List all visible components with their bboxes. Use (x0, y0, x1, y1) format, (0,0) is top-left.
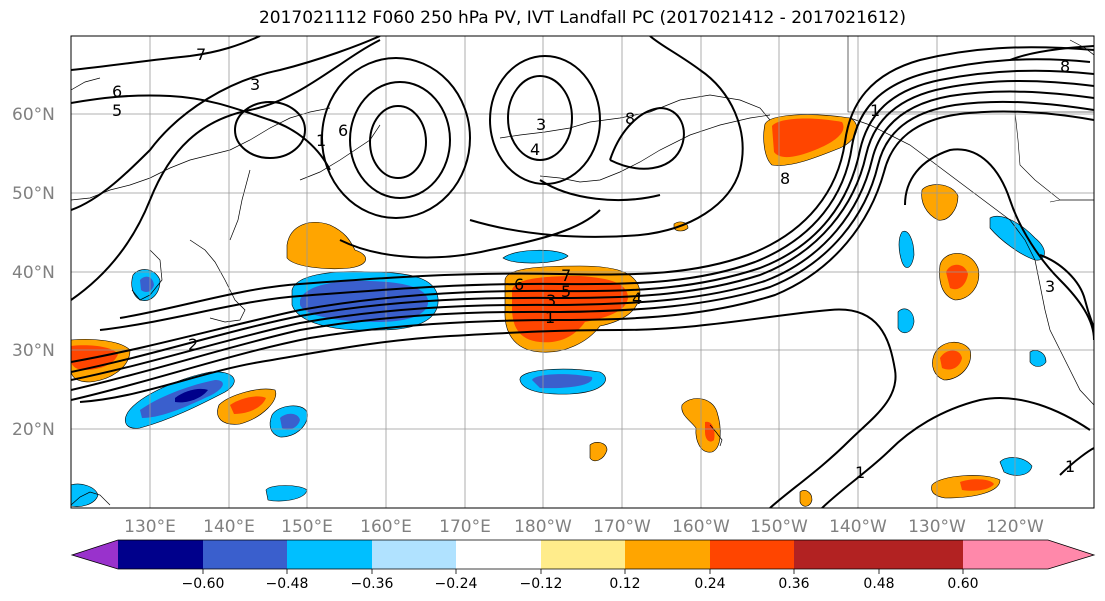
svg-text:8: 8 (1060, 57, 1070, 76)
lon-label: 150°E (281, 517, 333, 537)
svg-text:1: 1 (316, 131, 326, 150)
lon-label: 120°W (986, 517, 1044, 537)
lat-label: 40°N (12, 263, 55, 283)
colorbar-segment (710, 540, 794, 569)
svg-text:1: 1 (545, 308, 555, 327)
lon-label: 130°E (124, 517, 176, 537)
svg-text:6: 6 (514, 275, 524, 294)
svg-text:2: 2 (188, 335, 198, 354)
positive-anomaly-shading (71, 114, 1001, 507)
svg-text:1: 1 (855, 463, 865, 482)
coastlines (71, 39, 1094, 506)
lon-label: 170°W (593, 517, 651, 537)
colorbar-segment (456, 540, 541, 569)
svg-text:5: 5 (561, 282, 571, 301)
colorbar-extend-low (72, 540, 118, 569)
svg-text:8: 8 (780, 169, 790, 188)
lon-label: 140°E (203, 517, 255, 537)
svg-text:5: 5 (112, 101, 122, 120)
colorbar-segment (625, 540, 710, 569)
lon-label: 160°E (360, 517, 412, 537)
svg-text:7: 7 (196, 45, 206, 64)
pv-contours (71, 36, 1094, 508)
colorbar-tick-label: −0.48 (266, 576, 309, 592)
lon-label: 170°E (439, 517, 491, 537)
lon-label: 160°W (672, 517, 730, 537)
colorbar-segment (794, 540, 879, 569)
lat-label: 50°N (12, 184, 55, 204)
lon-label: 150°W (750, 517, 808, 537)
map-frame (70, 35, 1095, 509)
colorbar-segment (879, 540, 963, 569)
lon-label: 180°W (514, 517, 572, 537)
svg-text:6: 6 (112, 82, 122, 101)
colorbar-tick-label: −0.36 (351, 576, 394, 592)
svg-text:7: 7 (561, 266, 571, 285)
colorbar: −0.60 −0.48 −0.36 −0.24 −0.12 0.12 0.24 … (70, 539, 1096, 592)
svg-text:3: 3 (250, 75, 260, 94)
svg-text:8: 8 (625, 109, 635, 128)
colorbar-tick-label: 0.24 (694, 576, 725, 592)
svg-text:4: 4 (530, 140, 540, 159)
colorbar-tick-label: −0.24 (435, 576, 478, 592)
contour-labels: 7 6 5 3 2 1 3 4 8 7 6 5 4 3 1 8 1 1 1 3 … (112, 45, 1075, 482)
colorbar-tick-label: −0.12 (520, 576, 563, 592)
colorbar-tick-label: 0.36 (778, 576, 809, 592)
colorbar-tick-label: 0.12 (609, 576, 640, 592)
colorbar-tick-label: −0.60 (182, 576, 225, 592)
svg-text:3: 3 (1045, 277, 1055, 296)
latitude-labels: 60°N 50°N 40°N 30°N 20°N (12, 105, 55, 440)
colorbar-segment (372, 540, 456, 569)
colorbar-segment (287, 540, 372, 569)
longitude-labels: 130°E 140°E 150°E 160°E 170°E 180°W 170°… (124, 517, 1044, 537)
svg-text:3: 3 (546, 291, 556, 310)
colorbar-tick-label: 0.48 (863, 576, 894, 592)
svg-text:1: 1 (1065, 457, 1075, 476)
svg-text:4: 4 (632, 289, 642, 308)
colorbar-segment (541, 540, 625, 569)
map-title: 2017021112 F060 250 hPa PV, IVT Landfall… (258, 8, 906, 28)
colorbar-segment (118, 540, 203, 569)
lon-label: 140°W (829, 517, 887, 537)
svg-text:6: 6 (338, 121, 348, 140)
lon-label: 130°W (908, 517, 966, 537)
lat-label: 30°N (12, 341, 55, 361)
lat-label: 60°N (12, 105, 55, 125)
lat-label: 20°N (12, 420, 55, 440)
colorbar-tick-label: 0.60 (947, 576, 978, 592)
colorbar-segment (203, 540, 287, 569)
svg-text:1: 1 (870, 101, 880, 120)
negative-anomaly-shading (71, 216, 1047, 507)
colorbar-ticks (202, 569, 964, 574)
svg-text:3: 3 (536, 115, 546, 134)
